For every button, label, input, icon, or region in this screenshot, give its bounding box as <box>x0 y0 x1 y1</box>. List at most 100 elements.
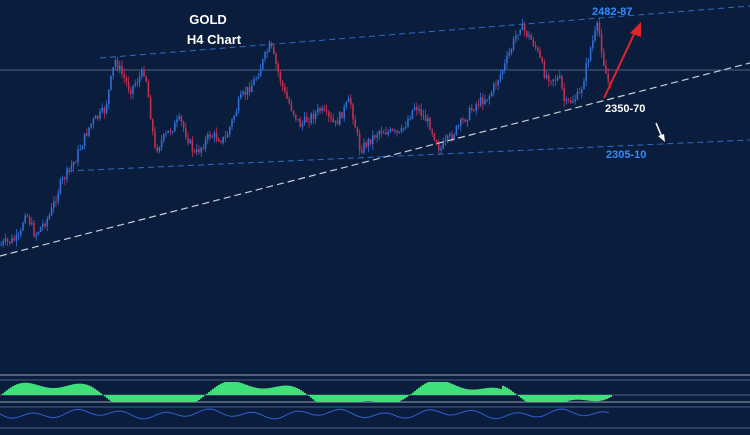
candle-body <box>101 108 103 111</box>
histogram-bar <box>256 388 258 395</box>
resistance-label: 2482-87 <box>592 6 632 18</box>
candle-body <box>207 134 209 139</box>
candle-body <box>236 111 238 116</box>
candle-body <box>500 74 502 80</box>
candle-body <box>508 53 510 56</box>
candle-body <box>214 133 216 137</box>
histogram-bar <box>230 382 232 395</box>
candle-body <box>374 135 376 137</box>
histogram-bar <box>78 384 80 395</box>
candle-body <box>394 130 396 131</box>
candle-body <box>359 133 361 150</box>
histogram-bar <box>328 395 330 402</box>
histogram-bar <box>84 384 86 395</box>
histogram-bar <box>590 395 592 401</box>
candle-body <box>607 74 609 81</box>
histogram-bar <box>270 388 272 395</box>
candle-body <box>145 76 147 81</box>
histogram-bar <box>564 395 566 402</box>
candle-body <box>143 70 145 76</box>
histogram-bar <box>44 387 46 395</box>
candle-body <box>16 235 18 241</box>
candle-body <box>13 238 15 240</box>
histogram-bar <box>366 395 368 401</box>
candle-body <box>370 139 372 144</box>
histogram-bar <box>156 395 158 402</box>
candle-body <box>35 234 37 236</box>
histogram-bar <box>118 395 120 402</box>
histogram-bar <box>28 383 30 395</box>
histogram-bar <box>36 385 38 395</box>
candle-body <box>137 83 139 84</box>
candle-body <box>579 92 581 93</box>
histogram-bar <box>56 388 58 395</box>
histogram-bar <box>164 395 166 402</box>
candle-body <box>233 116 235 119</box>
histogram-bar <box>158 395 160 402</box>
candle-body <box>148 81 150 97</box>
candle-body <box>493 84 495 93</box>
candle-body <box>211 137 213 138</box>
candle-body <box>189 140 191 143</box>
histogram-bar <box>58 388 60 395</box>
histogram-bar <box>48 388 50 395</box>
histogram-bar <box>10 387 12 395</box>
histogram-bar <box>512 392 514 395</box>
candle-body <box>123 74 125 78</box>
histogram-bar <box>556 395 558 402</box>
histogram-bar <box>514 393 516 395</box>
candle-body <box>361 151 363 153</box>
histogram-bar <box>72 384 74 395</box>
candle-body <box>293 111 295 115</box>
support-label: 2350-70 <box>605 103 645 115</box>
histogram-bar <box>192 395 194 402</box>
histogram-bar <box>146 395 148 402</box>
histogram-bar <box>54 388 56 395</box>
histogram-bar <box>530 395 532 402</box>
candle-body <box>154 131 156 147</box>
histogram-bar <box>140 395 142 402</box>
candle-body <box>427 118 429 121</box>
histogram-bar <box>272 387 274 395</box>
candle-body <box>277 64 279 72</box>
candle-body <box>557 78 559 81</box>
histogram-bar <box>100 393 102 395</box>
candle-body <box>445 140 447 142</box>
candle-body <box>295 114 297 119</box>
candle-body <box>420 109 422 116</box>
histogram-bar <box>438 382 440 395</box>
candle-body <box>568 99 570 100</box>
histogram-bar <box>500 389 502 395</box>
histogram-bar <box>558 395 560 402</box>
candle-body <box>79 149 81 150</box>
histogram-bar <box>330 395 332 402</box>
histogram-bar <box>532 395 534 402</box>
candle-body <box>139 77 141 83</box>
histogram-bar <box>116 395 118 402</box>
histogram-bar <box>420 386 422 395</box>
candle-body <box>288 99 290 104</box>
histogram-bar <box>278 386 280 395</box>
candle-body <box>594 31 596 41</box>
candle-body <box>546 75 548 78</box>
histogram-bar <box>338 395 340 402</box>
candle-body <box>185 128 187 137</box>
histogram-bar <box>496 388 498 395</box>
histogram-bar <box>90 386 92 395</box>
candle-body <box>583 81 585 89</box>
candle-body <box>350 98 352 104</box>
candle-body <box>258 77 260 79</box>
candle-body <box>434 133 436 140</box>
candle-body <box>572 101 574 103</box>
histogram-bar <box>88 385 90 395</box>
histogram-bar <box>92 387 94 395</box>
histogram-bar <box>190 395 192 402</box>
histogram-bar <box>396 395 398 402</box>
histogram-bar <box>24 383 26 395</box>
candle-body <box>66 168 68 179</box>
histogram-bar <box>308 395 310 396</box>
candle-body <box>126 78 128 82</box>
histogram-bar <box>412 393 414 395</box>
histogram-bar <box>448 383 450 395</box>
candle-body <box>141 70 143 77</box>
